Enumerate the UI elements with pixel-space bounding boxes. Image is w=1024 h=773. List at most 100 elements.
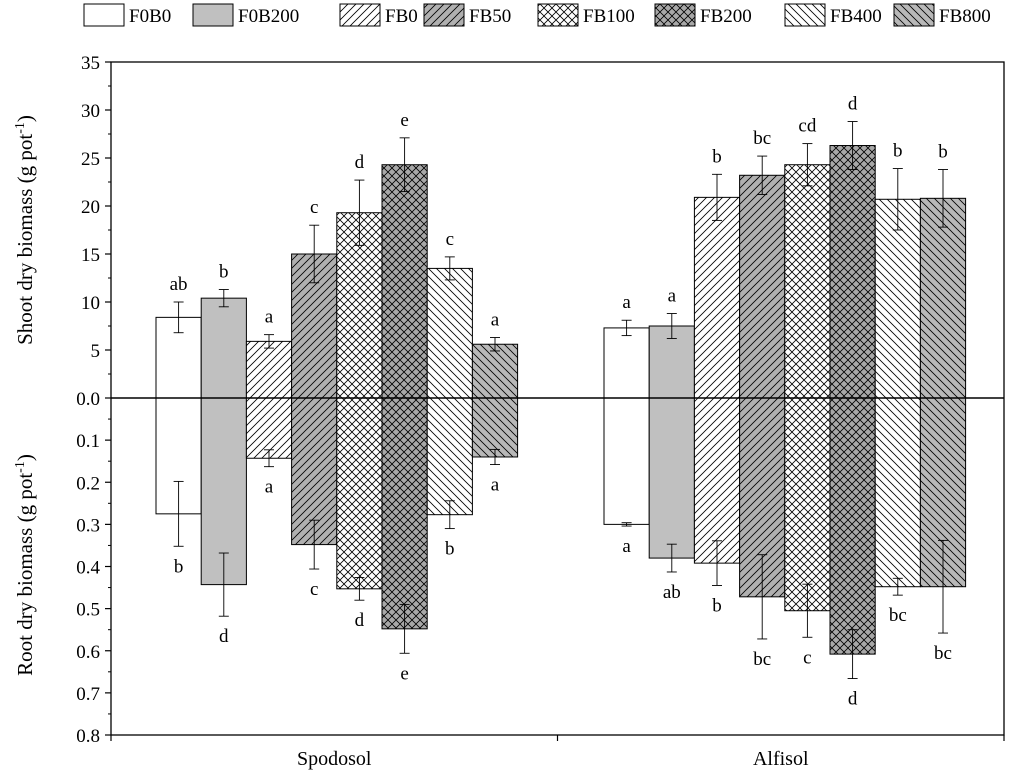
root-letter: bc	[934, 643, 952, 664]
y-tick-label: 0.0	[76, 389, 100, 410]
y-tick-label: 0.2	[76, 473, 100, 494]
root-bar-F0B0-1-fill	[604, 398, 650, 525]
shoot-bar-FB0-1-pattern	[694, 197, 740, 398]
shoot-letter: ab	[170, 274, 188, 295]
legend-swatch-FB50-pattern	[424, 4, 464, 26]
shoot-bar-FB400-1-pattern	[875, 199, 921, 398]
root-letter: a	[491, 475, 500, 496]
root-letter: b	[712, 595, 722, 616]
legend-swatch-F0B0-fill	[84, 4, 124, 26]
y-tick-label: 20	[81, 197, 100, 218]
y-tick-label: 0.8	[76, 726, 100, 747]
legend-swatch-FB800	[893, 3, 935, 27]
shoot-bar-FB0-0-pattern	[246, 341, 292, 398]
shoot-letter: a	[265, 307, 274, 328]
root-letter: b	[445, 539, 455, 560]
legend-swatch-FB800-pattern	[894, 4, 934, 26]
legend: F0B0 F0B200 FB0 FB50 FB100 FB200 FB400 FB800	[83, 3, 991, 27]
root-letter: ab	[663, 582, 681, 603]
shoot-bar-F0B200-0-fill	[201, 298, 247, 398]
shoot-letter: b	[893, 141, 903, 162]
y-tick-label: 10	[81, 293, 100, 314]
legend-label-F0B200: F0B200	[238, 6, 299, 27]
root-bar-FB400-0-pattern	[427, 398, 473, 515]
legend-swatch-FB400-pattern	[785, 4, 825, 26]
root-bar-F0B200-1-fill	[649, 398, 695, 559]
shoot-letter: d	[355, 152, 365, 173]
legend-swatch-FB100	[537, 3, 579, 27]
y-tick-label: 0.6	[76, 642, 100, 663]
legend-swatch-F0B200-fill	[193, 4, 233, 26]
root-letter: d	[219, 626, 229, 647]
root-letter: bc	[889, 605, 907, 626]
root-bar-FB100-1-pattern	[784, 398, 830, 611]
shoot-bar-F0B0-1-fill	[604, 327, 650, 398]
y-tick-label: 0.7	[76, 684, 100, 705]
y-tick-label: 30	[81, 101, 100, 122]
root-letter: a	[265, 477, 274, 498]
legend-label-FB0: FB0	[385, 6, 418, 27]
legend-swatch-FB0-pattern	[340, 4, 380, 26]
root-letter: c	[803, 647, 811, 668]
shoot-letter: a	[622, 292, 631, 313]
shoot-bar-FB100-1-pattern	[784, 164, 830, 398]
shoot-letter: d	[848, 94, 858, 115]
y-tick-label: 0.1	[76, 431, 100, 452]
root-letter: bc	[753, 649, 771, 670]
root-bar-FB200-1-pattern	[830, 398, 876, 655]
legend-label-FB800: FB800	[939, 6, 991, 27]
shoot-letter: b	[938, 142, 948, 163]
root-bar-FB400-1-pattern	[875, 398, 921, 587]
y-tick-label: 0.4	[76, 558, 100, 579]
y-tick-label: 35	[81, 53, 100, 74]
axes: 0.0 5 10 15 20 25 30 35 0.1 0.2 0.3 0.4 0.5 0.6 0.7 0.8…	[13, 53, 1005, 770]
legend-label-FB50: FB50	[469, 6, 511, 27]
legend-swatch-FB100-pattern	[538, 4, 578, 26]
legend-swatch-F0B0	[83, 3, 125, 27]
root-bar-FB100-0-pattern	[336, 398, 382, 589]
shoot-letter: e	[400, 110, 408, 131]
root-letter: d	[355, 610, 365, 631]
shoot-letter: bc	[753, 128, 771, 149]
x-category-label: Spodosol	[297, 748, 372, 770]
root-letter: e	[400, 663, 408, 684]
shoot-bar-FB800-1-pattern	[920, 198, 966, 398]
root-letter: b	[174, 556, 184, 577]
shoot-letter: b	[712, 146, 722, 167]
shoot-bar-FB200-1-pattern	[830, 145, 876, 398]
shoot-letter: c	[446, 229, 454, 250]
shoot-letter: cd	[798, 116, 816, 137]
shoot-bar-FB50-1-pattern	[739, 175, 785, 398]
legend-swatch-FB50	[423, 3, 465, 27]
bars	[155, 121, 967, 680]
shoot-letter: c	[310, 197, 318, 218]
shoot-letter: b	[219, 262, 229, 283]
root-letter: c	[310, 579, 318, 600]
legend-swatch-FB400	[784, 3, 826, 27]
root-bar-FB200-0-pattern	[382, 398, 428, 629]
shoot-bar-FB200-0-pattern	[382, 164, 428, 398]
root-letter: d	[848, 689, 858, 710]
legend-label-FB400: FB400	[830, 6, 882, 27]
shoot-letter: a	[491, 310, 500, 331]
root-bar-FB0-1-pattern	[694, 398, 740, 564]
shoot-letter: a	[668, 286, 677, 307]
y-tick-label: 25	[81, 149, 100, 170]
shoot-bar-FB400-0-pattern	[427, 268, 473, 398]
legend-label-FB200: FB200	[700, 6, 752, 27]
legend-swatch-FB0	[339, 3, 381, 27]
legend-swatch-FB200	[654, 3, 696, 27]
root-bar-FB800-0-pattern	[472, 398, 518, 457]
root-bar-FB0-0-pattern	[246, 398, 292, 459]
y-tick-label: 5	[91, 341, 101, 362]
shoot-bar-FB800-0-pattern	[472, 344, 518, 398]
y-tick-label: 0.5	[76, 600, 100, 621]
legend-label-F0B0: F0B0	[129, 6, 171, 27]
y-tick-label: 0.3	[76, 515, 100, 536]
shoot-y-axis-title: Shoot dry biomass (g pot-1)	[13, 115, 37, 345]
y-tick-label: 15	[81, 245, 100, 266]
x-category-label: Alfisol	[753, 748, 809, 770]
root-letter: a	[622, 536, 631, 557]
